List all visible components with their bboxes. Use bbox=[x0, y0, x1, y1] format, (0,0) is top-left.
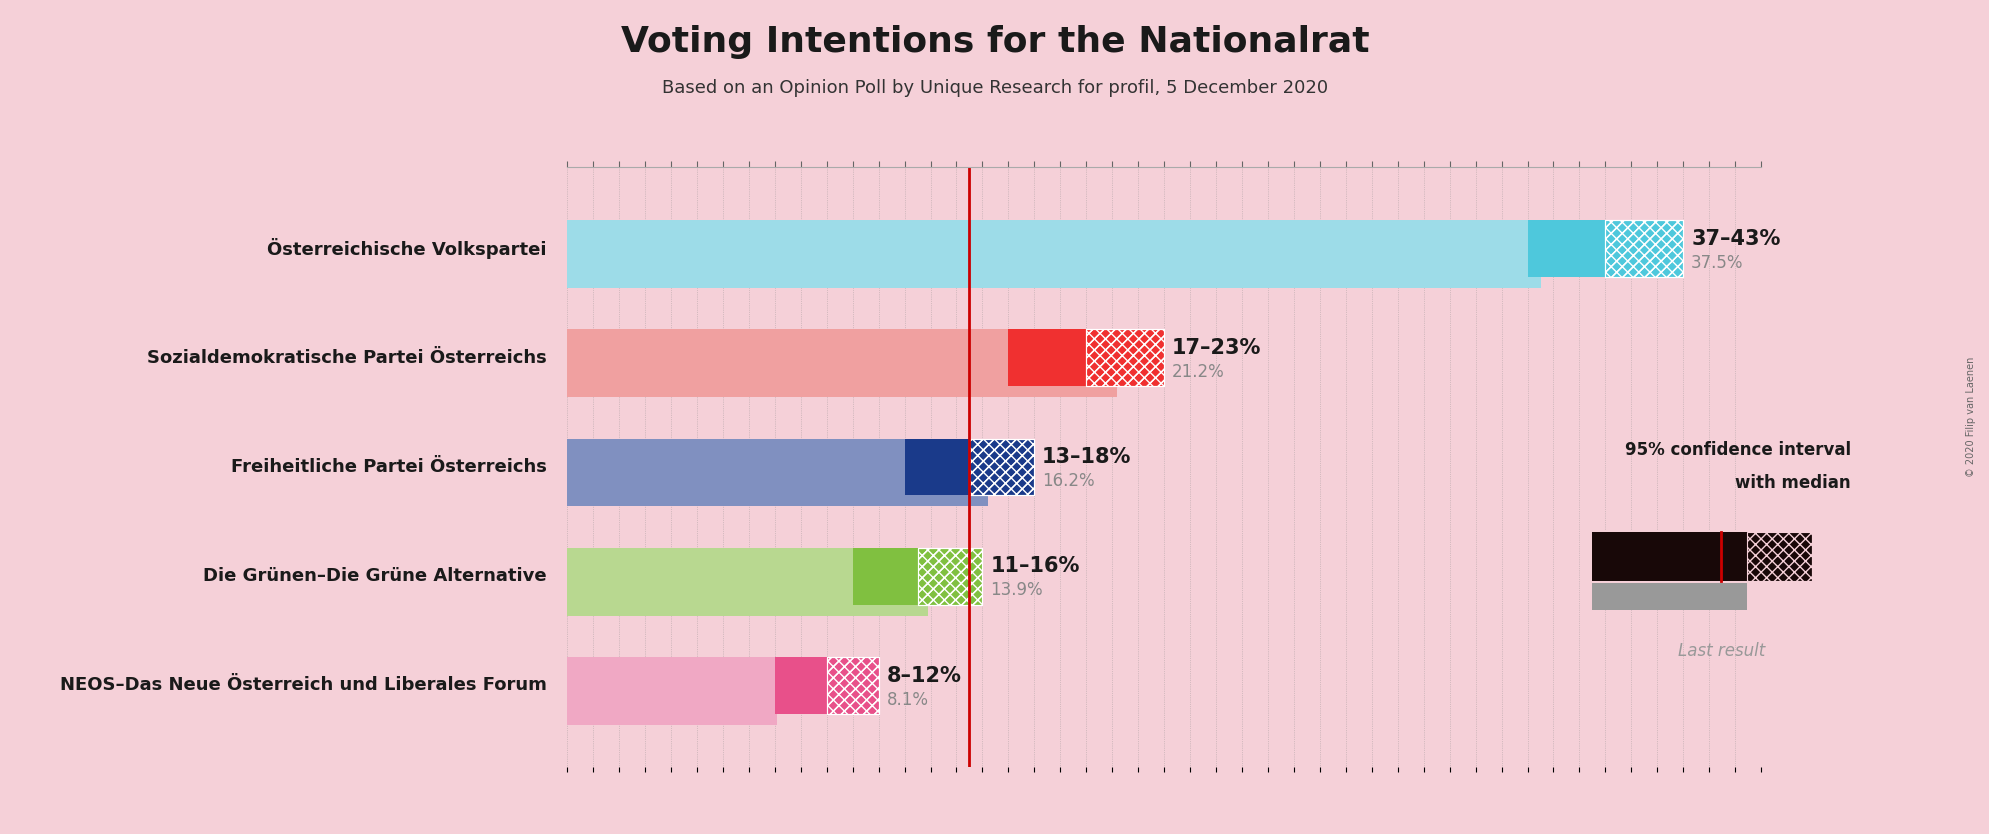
Bar bbox=[567, 485, 987, 506]
Bar bbox=[1591, 584, 1746, 610]
Bar bbox=[1746, 532, 1810, 581]
Text: 13–18%: 13–18% bbox=[1042, 447, 1132, 467]
Bar bbox=[567, 266, 1539, 288]
Bar bbox=[969, 439, 1034, 495]
Bar bbox=[774, 657, 825, 714]
Bar bbox=[1008, 329, 1086, 386]
Bar bbox=[567, 657, 774, 714]
Text: 95% confidence interval: 95% confidence interval bbox=[1623, 440, 1850, 459]
Bar bbox=[969, 439, 1034, 495]
Text: 37.5%: 37.5% bbox=[1691, 254, 1742, 272]
Text: Sozialdemokratische Partei Österreichs: Sozialdemokratische Partei Österreichs bbox=[147, 349, 547, 367]
Text: © 2020 Filip van Laenen: © 2020 Filip van Laenen bbox=[1965, 357, 1975, 477]
Text: 16.2%: 16.2% bbox=[1042, 472, 1094, 490]
Bar bbox=[825, 657, 879, 714]
Bar bbox=[567, 220, 1528, 277]
Bar bbox=[917, 548, 983, 605]
Bar bbox=[1528, 220, 1605, 277]
Text: 8.1%: 8.1% bbox=[885, 691, 929, 709]
Text: NEOS–Das Neue Österreich und Liberales Forum: NEOS–Das Neue Österreich und Liberales F… bbox=[60, 676, 547, 695]
Bar bbox=[1591, 532, 1746, 581]
Bar bbox=[905, 439, 969, 495]
Text: Die Grünen–Die Grüne Alternative: Die Grünen–Die Grüne Alternative bbox=[203, 567, 547, 585]
Text: 8–12%: 8–12% bbox=[885, 666, 961, 686]
Bar bbox=[1605, 220, 1683, 277]
Bar bbox=[567, 375, 1118, 397]
Text: Last result: Last result bbox=[1677, 642, 1764, 661]
Text: 11–16%: 11–16% bbox=[991, 556, 1080, 576]
Bar bbox=[1086, 329, 1164, 386]
Bar bbox=[917, 548, 983, 605]
Text: 17–23%: 17–23% bbox=[1172, 338, 1261, 358]
Bar bbox=[1605, 220, 1683, 277]
Bar bbox=[567, 548, 851, 605]
Bar bbox=[567, 439, 905, 495]
Bar bbox=[969, 439, 1034, 495]
Bar bbox=[567, 594, 927, 615]
Text: 37–43%: 37–43% bbox=[1691, 229, 1780, 249]
Bar bbox=[825, 657, 879, 714]
Bar bbox=[851, 548, 917, 605]
Bar bbox=[1086, 329, 1164, 386]
Text: 13.9%: 13.9% bbox=[991, 581, 1042, 600]
Text: Österreichische Volkspartei: Österreichische Volkspartei bbox=[267, 239, 547, 259]
Text: 21.2%: 21.2% bbox=[1172, 363, 1223, 381]
Bar bbox=[1605, 220, 1683, 277]
Bar bbox=[917, 548, 983, 605]
Bar bbox=[825, 657, 879, 714]
Text: Freiheitliche Partei Österreichs: Freiheitliche Partei Österreichs bbox=[231, 458, 547, 476]
Text: Voting Intentions for the Nationalrat: Voting Intentions for the Nationalrat bbox=[621, 25, 1368, 59]
Text: with median: with median bbox=[1734, 474, 1850, 492]
Bar bbox=[1086, 329, 1164, 386]
Bar bbox=[567, 703, 778, 725]
Text: Based on an Opinion Poll by Unique Research for profil, 5 December 2020: Based on an Opinion Poll by Unique Resea… bbox=[662, 79, 1327, 98]
Bar bbox=[567, 329, 1008, 386]
Bar bbox=[1812, 532, 1850, 581]
Bar bbox=[1746, 532, 1810, 581]
